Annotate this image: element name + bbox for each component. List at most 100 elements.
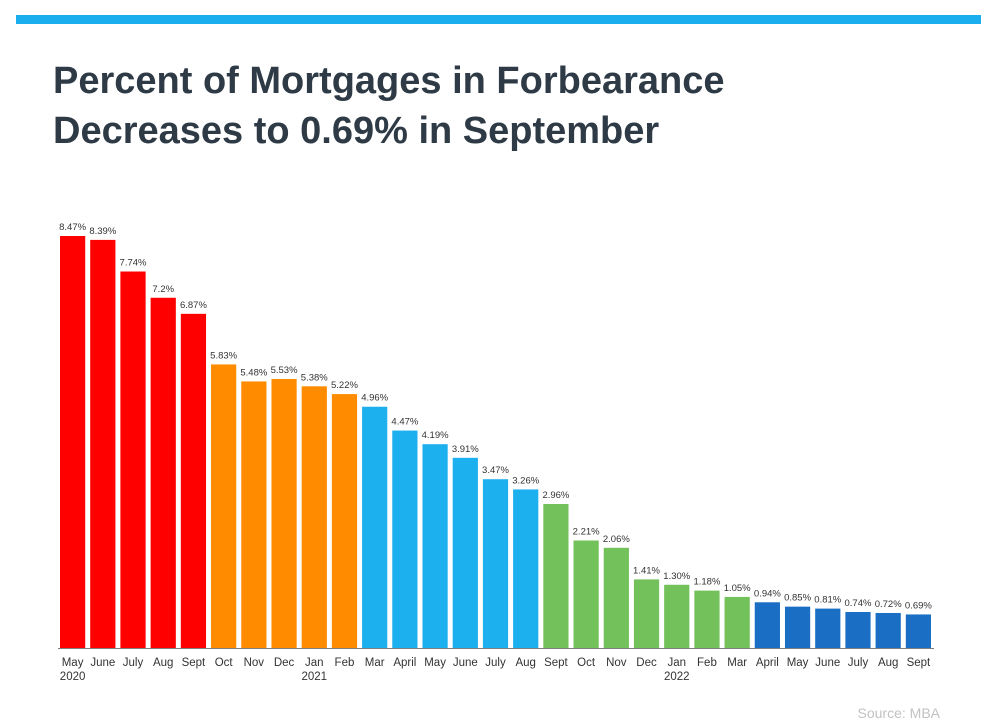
bar-1: [90, 239, 116, 648]
title-line-1: Percent of Mortgages in Forbearance: [53, 60, 725, 102]
category-label-25: June: [815, 657, 840, 669]
bar-11: [392, 430, 418, 648]
category-label-26: July: [848, 657, 869, 669]
value-label-0: 8.47%: [59, 222, 86, 233]
category-label-0: May: [62, 657, 84, 669]
category-label-5: Oct: [215, 657, 234, 669]
value-label-9: 5.22%: [331, 380, 358, 391]
value-label-8: 5.38%: [301, 372, 328, 383]
bar-2: [120, 271, 146, 648]
bar-26: [845, 612, 871, 648]
category-label-19: Dec: [636, 657, 657, 669]
year-labels-group: 2020 2021 2022: [60, 671, 690, 683]
value-label-1: 8.39%: [89, 226, 116, 237]
category-label-11: April: [393, 657, 416, 669]
category-label-17: Oct: [577, 657, 596, 669]
category-label-23: April: [756, 657, 779, 669]
value-label-19: 1.41%: [633, 565, 660, 576]
category-label-18: Nov: [606, 657, 627, 669]
chart-title: Percent of Mortgages in Forbearance Decr…: [53, 56, 953, 156]
category-label-2: July: [123, 657, 144, 669]
bar-8: [301, 386, 327, 648]
value-label-15: 3.26%: [512, 475, 539, 486]
category-label-24: May: [787, 657, 809, 669]
year-label-1: 2021: [301, 671, 327, 683]
category-label-6: Nov: [244, 657, 265, 669]
category-label-22: Mar: [727, 657, 747, 669]
category-label-8: Jan: [305, 657, 324, 669]
category-label-21: Feb: [697, 657, 717, 669]
category-label-28: Sept: [907, 657, 931, 669]
value-label-13: 3.91%: [452, 444, 479, 455]
value-label-27: 0.72%: [875, 599, 902, 610]
value-label-26: 0.74%: [845, 598, 872, 609]
category-labels-group: May June July Aug Sept Oct Nov Dec Jan Feb Mar Apri…: [62, 657, 931, 669]
bar-22: [724, 596, 750, 648]
category-label-15: Aug: [515, 657, 535, 669]
value-label-14: 3.47%: [482, 465, 509, 476]
value-label-10: 4.96%: [361, 393, 388, 404]
bar-15: [513, 489, 539, 648]
year-label-0: 2020: [60, 671, 86, 683]
bar-27: [875, 612, 901, 648]
bar-9: [331, 394, 358, 648]
bar-10: [362, 406, 388, 648]
category-label-4: Sept: [182, 657, 206, 669]
value-label-20: 1.30%: [663, 571, 690, 582]
bar-16: [543, 504, 569, 648]
value-labels-group: 8.47% 8.39%7.74%7.2%6.87%5.83%5.48% 5.53%5…: [59, 222, 932, 611]
bar-7: [271, 379, 297, 648]
category-label-16: Sept: [544, 657, 568, 669]
category-label-10: Mar: [365, 657, 385, 669]
value-label-4: 6.87%: [180, 300, 207, 311]
category-label-20: Jan: [667, 657, 686, 669]
category-label-13: June: [453, 657, 478, 669]
bar-21: [694, 590, 720, 648]
value-label-3: 7.2%: [152, 284, 174, 295]
bar-28: [905, 614, 931, 648]
value-label-25: 0.81%: [814, 595, 841, 606]
value-label-16: 2.96%: [542, 490, 569, 501]
top-accent-bar: [16, 15, 981, 24]
value-label-5: 5.83%: [210, 350, 237, 361]
bar-23: [754, 602, 780, 648]
value-label-7: 5.53%: [271, 365, 298, 376]
bar-13: [452, 457, 478, 648]
value-label-12: 4.19%: [422, 430, 449, 441]
value-label-28: 0.69%: [905, 600, 932, 611]
title-line-2: Decreases to 0.69% in September: [53, 110, 660, 152]
bar-24: [784, 606, 811, 648]
category-label-9: Feb: [335, 657, 355, 669]
bar-0: [60, 236, 86, 648]
value-label-21: 1.18%: [693, 577, 720, 588]
bar-19: [633, 579, 660, 648]
category-label-1: June: [90, 657, 115, 669]
value-label-22: 1.05%: [724, 583, 751, 594]
value-label-6: 5.48%: [240, 367, 267, 378]
bar-14: [482, 479, 509, 648]
value-label-2: 7.74%: [120, 258, 147, 269]
value-label-18: 2.06%: [603, 534, 630, 545]
bar-6: [241, 381, 267, 648]
value-label-17: 2.21%: [573, 527, 600, 538]
bar-5: [211, 364, 237, 648]
value-label-23: 0.94%: [754, 588, 781, 599]
category-label-27: Aug: [878, 657, 898, 669]
bars-group: [60, 236, 931, 648]
bar-12: [422, 444, 448, 648]
bar-4: [180, 313, 207, 648]
category-label-7: Dec: [274, 657, 295, 669]
bar-25: [815, 608, 841, 648]
category-label-14: July: [485, 657, 506, 669]
bar-18: [603, 547, 629, 648]
value-label-11: 4.47%: [391, 417, 418, 428]
bar-20: [664, 584, 690, 648]
bar-17: [573, 540, 599, 648]
value-label-24: 0.85%: [784, 593, 811, 604]
bar-3: [150, 297, 176, 648]
source-note: Source: MBA: [857, 705, 940, 721]
year-label-2: 2022: [664, 671, 690, 683]
category-label-3: Aug: [153, 657, 173, 669]
category-label-12: May: [424, 657, 446, 669]
